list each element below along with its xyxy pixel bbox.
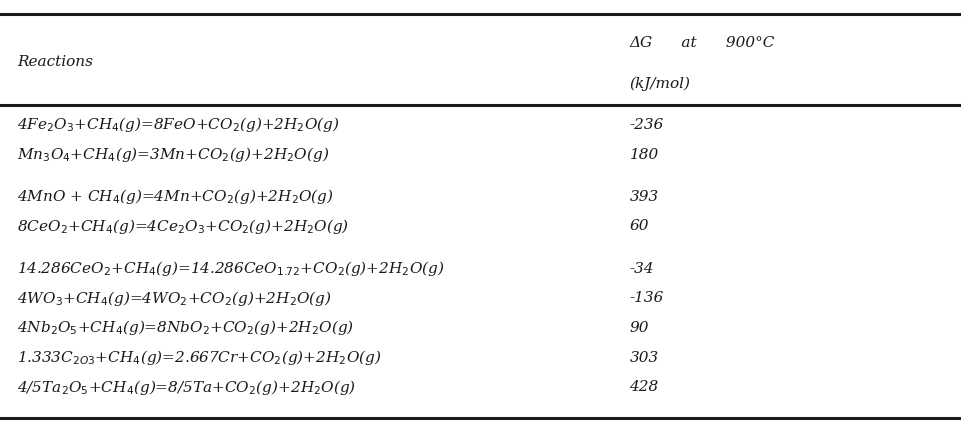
Text: Reactions: Reactions [17,55,93,69]
Text: -136: -136 [629,291,664,305]
Text: 8CeO$_2$+CH$_4$(g)=4Ce$_2$O$_3$+CO$_2$(g)+2H$_2$O(g): 8CeO$_2$+CH$_4$(g)=4Ce$_2$O$_3$+CO$_2$(g… [17,216,350,236]
Text: 1.333C$_{2O3}$+CH$_4$(g)=2.667Cr+CO$_2$(g)+2H$_2$O(g): 1.333C$_{2O3}$+CH$_4$(g)=2.667Cr+CO$_2$(… [17,347,382,366]
Text: -236: -236 [629,118,664,132]
Text: 4WO$_3$+CH$_4$(g)=4WO$_2$+CO$_2$(g)+2H$_2$O(g): 4WO$_3$+CH$_4$(g)=4WO$_2$+CO$_2$(g)+2H$_… [17,288,333,307]
Text: 4Nb$_2$O$_5$+CH$_4$(g)=8NbO$_2$+CO$_2$(g)+2H$_2$O(g): 4Nb$_2$O$_5$+CH$_4$(g)=8NbO$_2$+CO$_2$(g… [17,318,355,337]
Text: 4Fe$_2$O$_3$+CH$_4$(g)=8FeO+CO$_2$(g)+2H$_2$O(g): 4Fe$_2$O$_3$+CH$_4$(g)=8FeO+CO$_2$(g)+2H… [17,115,340,134]
Text: -34: -34 [629,261,654,275]
Text: 393: 393 [629,190,658,203]
Text: 180: 180 [629,147,658,161]
Text: (kJ/mol): (kJ/mol) [629,77,690,91]
Text: Mn$_3$O$_4$+CH$_4$(g)=3Mn+CO$_2$(g)+2H$_2$O(g): Mn$_3$O$_4$+CH$_4$(g)=3Mn+CO$_2$(g)+2H$_… [17,144,330,164]
Text: 428: 428 [629,379,658,393]
Text: 4MnO + CH$_4$(g)=4Mn+CO$_2$(g)+2H$_2$O(g): 4MnO + CH$_4$(g)=4Mn+CO$_2$(g)+2H$_2$O(g… [17,187,334,206]
Text: 14.286CeO$_2$+CH$_4$(g)=14.286CeO$_{1.72}$+CO$_2$(g)+2H$_2$O(g): 14.286CeO$_2$+CH$_4$(g)=14.286CeO$_{1.72… [17,259,445,278]
Text: 60: 60 [629,219,649,233]
Text: 90: 90 [629,320,649,334]
Text: 4/5Ta$_2$O$_5$+CH$_4$(g)=8/5Ta+CO$_2$(g)+2H$_2$O(g): 4/5Ta$_2$O$_5$+CH$_4$(g)=8/5Ta+CO$_2$(g)… [17,377,357,396]
Text: 303: 303 [629,350,658,364]
Text: ΔG      at      900°C: ΔG at 900°C [629,36,775,50]
